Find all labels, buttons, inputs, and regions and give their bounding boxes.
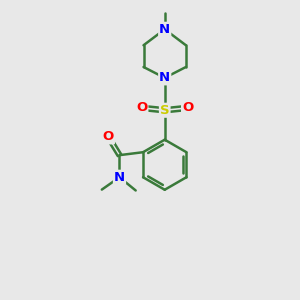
Text: O: O <box>182 101 193 114</box>
Text: S: S <box>160 104 169 117</box>
Text: N: N <box>159 23 170 36</box>
Text: O: O <box>136 101 147 114</box>
Text: N: N <box>114 171 125 184</box>
Text: O: O <box>103 130 114 143</box>
Text: N: N <box>159 71 170 84</box>
